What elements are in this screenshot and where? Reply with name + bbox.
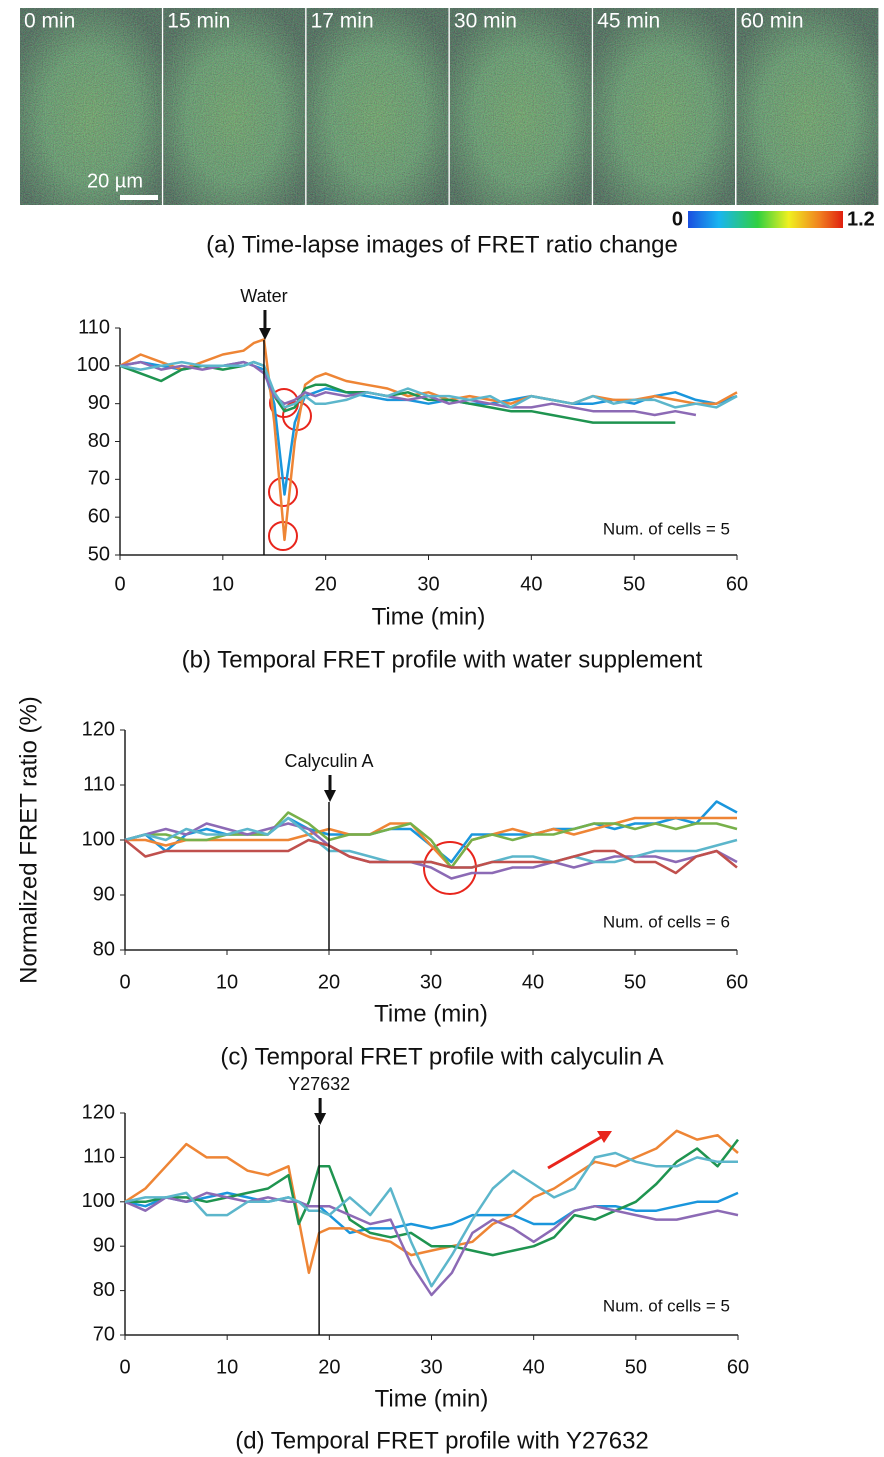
- x-tick-label: 0: [114, 573, 125, 595]
- series-line: [124, 1191, 739, 1297]
- colorbar-max: 1.2: [847, 208, 875, 230]
- event-arrowhead: [314, 1113, 327, 1125]
- y-axis-label: Normalized FRET ratio (%): [15, 696, 42, 984]
- x-tick-label: 10: [216, 1356, 238, 1378]
- annotation: Num. of cells = 6: [603, 912, 730, 931]
- frame-label: 30 min: [454, 9, 517, 32]
- scale-bar: [120, 195, 158, 200]
- highlight-circle: [423, 841, 477, 895]
- series-line: [125, 1138, 739, 1257]
- frame-label: 15 min: [167, 9, 230, 32]
- y-tick-label: 110: [83, 773, 115, 795]
- series-line: [125, 816, 737, 869]
- y-tick-label: 60: [88, 505, 110, 527]
- series-line: [124, 838, 738, 875]
- x-tick-label: 30: [420, 1356, 442, 1378]
- time-lapse-panel: 0 min 15 min 17 min 30 min 45 min 60 min 20 µm…: [20, 8, 879, 258]
- frame-label: 17 min: [311, 9, 374, 32]
- x-tick-label: 20: [318, 971, 340, 993]
- y-tick-label: 110: [78, 316, 110, 338]
- x-tick-label: 40: [522, 971, 544, 993]
- y-tick-label: 80: [93, 938, 115, 960]
- y-tick-label: 110: [83, 1146, 115, 1168]
- x-tick-label: 50: [625, 1356, 647, 1378]
- x-tick-label: 10: [216, 971, 238, 993]
- series-line: [124, 1151, 738, 1288]
- y-tick-label: 100: [77, 354, 110, 376]
- caption: (c) Temporal FRET profile with calyculin…: [220, 1043, 663, 1070]
- y-tick-label: 90: [93, 1234, 115, 1256]
- event-label: Calyculin A: [284, 751, 373, 771]
- x-axis-label: Time (min): [372, 603, 486, 630]
- event-label: Y27632: [288, 1074, 350, 1094]
- y-tick-label: 70: [88, 468, 110, 490]
- x-tick-label: 50: [623, 573, 645, 595]
- y-tick-label: 70: [93, 1323, 115, 1345]
- x-tick-label: 30: [420, 971, 442, 993]
- series-line: [119, 360, 738, 409]
- trend-arrowhead: [597, 1131, 612, 1143]
- event-label: Water: [240, 286, 287, 306]
- y-tick-label: 100: [82, 828, 115, 850]
- micrograph-noise: [20, 8, 162, 205]
- series-line: [124, 1129, 739, 1275]
- colorbar-min: 0: [672, 208, 683, 230]
- x-tick-label: 20: [318, 1356, 340, 1378]
- x-tick-label: 0: [119, 971, 130, 993]
- micrograph-noise: [593, 8, 735, 205]
- y-tick-label: 90: [93, 883, 115, 905]
- x-axis-label: Time (min): [375, 1385, 489, 1412]
- y-tick-label: 90: [88, 392, 110, 414]
- scale-bar-label: 20 µm: [87, 170, 143, 192]
- trend-arrow: [547, 1134, 604, 1170]
- annotation: Num. of cells = 5: [603, 519, 730, 538]
- caption: (b) Temporal FRET profile with water sup…: [182, 646, 703, 673]
- series-line: [119, 360, 676, 424]
- micrograph-noise: [449, 8, 592, 205]
- series-line: [119, 360, 738, 496]
- y-tick-label: 100: [82, 1190, 115, 1212]
- x-tick-label: 30: [417, 573, 439, 595]
- x-tick-label: 10: [212, 573, 234, 595]
- y-tick-label: 50: [88, 543, 110, 565]
- x-tick-label: 20: [315, 573, 337, 595]
- x-tick-label: 0: [119, 1356, 130, 1378]
- x-tick-label: 50: [624, 971, 646, 993]
- colorbar: [688, 211, 843, 228]
- x-axis-label: Time (min): [374, 1000, 488, 1027]
- frame-label: 0 min: [24, 9, 75, 32]
- series-line: [119, 338, 738, 542]
- micrograph-noise: [163, 8, 306, 205]
- caption: (d) Temporal FRET profile with Y27632: [235, 1427, 649, 1454]
- annotation: Num. of cells = 5: [603, 1296, 730, 1315]
- frame-label: 60 min: [741, 9, 804, 32]
- series-line: [124, 1191, 739, 1235]
- y-tick-label: 120: [82, 718, 115, 740]
- event-arrowhead: [258, 328, 271, 340]
- x-tick-label: 60: [727, 1356, 749, 1378]
- y-tick-label: 80: [93, 1279, 115, 1301]
- caption: (a) Time-lapse images of FRET ratio chan…: [206, 231, 678, 258]
- micrograph-noise: [306, 8, 449, 205]
- x-tick-label: 40: [520, 573, 542, 595]
- event-arrowhead: [324, 790, 336, 802]
- x-tick-label: 40: [523, 1356, 545, 1378]
- y-tick-label: 80: [88, 430, 110, 452]
- y-tick-label: 120: [82, 1101, 115, 1123]
- frame-label: 45 min: [597, 9, 660, 32]
- micrograph-noise: [736, 8, 879, 205]
- x-tick-label: 60: [726, 573, 748, 595]
- x-tick-label: 60: [726, 971, 748, 993]
